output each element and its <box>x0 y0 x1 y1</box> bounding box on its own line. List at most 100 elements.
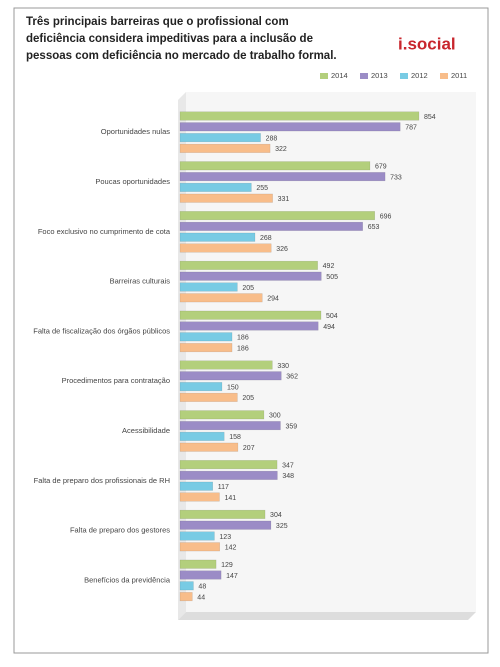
category-label: Falta de fiscalização dos órgãos público… <box>33 326 170 335</box>
value-label: 44 <box>197 594 205 601</box>
bar <box>179 172 386 182</box>
bar <box>179 332 233 342</box>
bar <box>179 531 215 541</box>
category-label: Poucas oportunidades <box>95 177 170 186</box>
value-label: 331 <box>278 196 290 203</box>
category-label: Falta de preparo dos gestores <box>70 526 170 535</box>
legend-swatch <box>440 73 448 79</box>
legend-label: 2014 <box>331 71 348 80</box>
bar <box>179 310 322 320</box>
legend-swatch <box>360 73 368 79</box>
chart-title: Três principais barreiras que o profissi… <box>26 16 337 62</box>
value-label: 733 <box>390 174 402 181</box>
bar <box>179 232 256 242</box>
bar <box>179 271 322 281</box>
legend-swatch <box>400 73 408 79</box>
value-label: 304 <box>270 512 282 519</box>
legend-label: 2013 <box>371 71 388 80</box>
value-label: 325 <box>276 523 288 530</box>
value-label: 142 <box>225 545 237 552</box>
value-label: 48 <box>198 584 206 591</box>
value-label: 255 <box>256 185 268 192</box>
bar <box>179 431 225 441</box>
bar <box>179 122 401 132</box>
value-label: 294 <box>267 296 279 303</box>
bar <box>179 559 217 569</box>
value-label: 117 <box>218 484 229 491</box>
category-label: Benefícios da previdência <box>84 575 171 584</box>
value-label: 288 <box>266 135 278 142</box>
bar <box>179 392 238 402</box>
bar <box>179 360 273 370</box>
bar <box>179 460 278 470</box>
value-label: 129 <box>221 562 233 569</box>
bar <box>179 343 233 353</box>
value-label: 854 <box>424 114 436 121</box>
value-label: 362 <box>286 374 298 381</box>
bar <box>179 509 266 519</box>
category-label: Foco exclusivo no cumprimento de cota <box>38 227 171 236</box>
value-label: 123 <box>219 534 231 541</box>
value-label: 147 <box>226 573 238 580</box>
value-label: 679 <box>375 164 387 171</box>
legend-swatch <box>320 73 328 79</box>
value-label: 300 <box>269 413 281 420</box>
value-label: 505 <box>326 274 338 281</box>
value-label: 494 <box>323 324 335 331</box>
value-label: 653 <box>368 224 380 231</box>
category-label: Barreiras culturais <box>110 277 171 286</box>
value-label: 207 <box>243 445 255 452</box>
value-label: 504 <box>326 313 338 320</box>
bar <box>179 221 363 231</box>
bar <box>179 260 318 270</box>
bar <box>179 442 239 452</box>
category-label: Oportunidades nulas <box>101 127 170 136</box>
bar <box>179 592 193 602</box>
value-label: 348 <box>282 473 294 480</box>
bar <box>179 133 261 143</box>
value-label: 150 <box>227 384 239 391</box>
value-label: 347 <box>282 462 294 469</box>
legend-label: 2011 <box>451 71 467 80</box>
bar <box>179 470 278 480</box>
bar <box>179 282 238 292</box>
bar <box>179 211 375 221</box>
bar <box>179 243 272 253</box>
value-label: 205 <box>242 285 254 292</box>
legend-label: 2012 <box>411 71 428 80</box>
value-label: 696 <box>380 213 392 220</box>
bar <box>179 182 252 192</box>
value-label: 268 <box>260 235 272 242</box>
bar <box>179 161 371 171</box>
logo: i.social <box>398 34 456 53</box>
bar <box>179 421 281 431</box>
bar <box>179 520 272 530</box>
value-label: 787 <box>405 125 417 132</box>
bar <box>179 581 194 591</box>
bar <box>179 143 271 153</box>
value-label: 186 <box>237 335 249 342</box>
value-label: 158 <box>229 434 241 441</box>
value-label: 141 <box>224 495 236 502</box>
bar <box>179 382 223 392</box>
value-label: 205 <box>242 395 254 402</box>
bar <box>179 293 263 303</box>
bar <box>179 111 420 121</box>
bar <box>179 481 213 491</box>
bar <box>179 193 273 203</box>
wall-side <box>178 92 186 620</box>
value-label: 326 <box>276 246 288 253</box>
floor <box>178 612 476 620</box>
bar <box>179 542 220 552</box>
bar <box>179 410 265 420</box>
value-label: 492 <box>323 263 335 270</box>
category-label: Acessibilidade <box>122 426 170 435</box>
value-label: 330 <box>277 363 289 370</box>
category-label: Falta de preparo dos profissionais de RH <box>34 476 170 485</box>
bar <box>179 570 222 580</box>
bar <box>179 371 282 381</box>
category-label: Procedimentos para contratação <box>62 376 170 385</box>
bar <box>179 321 319 331</box>
value-label: 322 <box>275 146 287 153</box>
